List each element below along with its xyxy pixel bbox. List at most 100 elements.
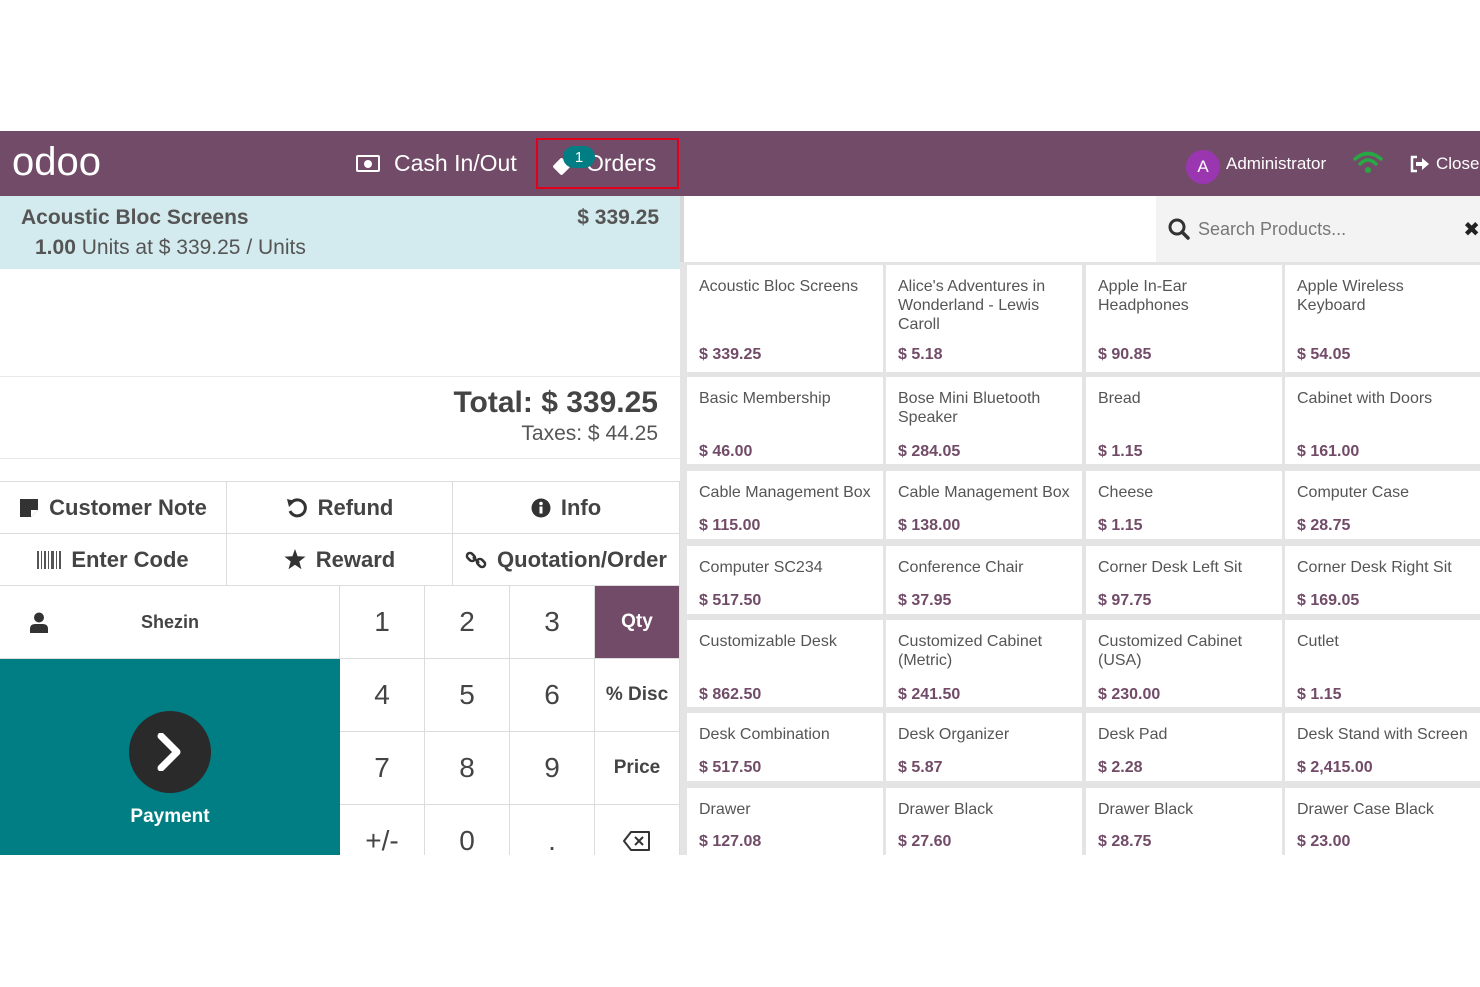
product-card[interactable]: Desk Organizer $ 5.87	[886, 713, 1082, 781]
numpad-key-7[interactable]: 7	[340, 732, 425, 805]
product-card[interactable]: Desk Combination $ 517.50	[687, 713, 883, 781]
product-card[interactable]: Drawer Case Black $ 23.00	[1285, 788, 1480, 855]
refund-label: Refund	[317, 494, 394, 520]
clear-search-icon[interactable]: ✖	[1463, 219, 1480, 241]
product-card[interactable]: Cheese $ 1.15	[1086, 471, 1282, 539]
payment-circle	[129, 711, 211, 793]
product-name: Apple Wireless Keyboard	[1297, 278, 1404, 314]
product-card[interactable]: Customized Cabinet (USA) $ 230.00	[1086, 620, 1282, 707]
customer-note-button[interactable]: Customer Note	[0, 482, 227, 534]
refund-button[interactable]: Refund	[227, 482, 453, 534]
order-total: Total: $ 339.25	[453, 386, 658, 419]
product-card[interactable]: Desk Pad $ 2.28	[1086, 713, 1282, 781]
user-menu[interactable]: A Administrator	[1186, 131, 1326, 196]
payment-button[interactable]: Payment	[0, 659, 340, 855]
info-label: Info	[560, 494, 602, 520]
product-price: $ 1.15	[1297, 686, 1342, 703]
chevron-right-icon	[157, 733, 181, 771]
product-price: $ 230.00	[1098, 686, 1161, 703]
product-name: Bose Mini Bluetooth Speaker	[898, 390, 1041, 426]
product-price: $ 5.87	[898, 759, 943, 776]
numpad: 1 2 3 Qty 4 5 6 % Disc 7 8 9 Price +/- 0…	[340, 586, 680, 855]
product-card[interactable]: Corner Desk Right Sit $ 169.05	[1285, 546, 1480, 614]
quotation-order-button[interactable]: Quotation/Order	[453, 534, 680, 586]
product-card[interactable]: Bose Mini Bluetooth Speaker $ 284.05	[886, 377, 1082, 464]
product-card[interactable]: Computer Case $ 28.75	[1285, 471, 1480, 539]
product-card[interactable]: Cutlet $ 1.15	[1285, 620, 1480, 707]
sign-out-icon	[1410, 155, 1429, 172]
product-card[interactable]: Customizable Desk $ 862.50	[687, 620, 883, 707]
numpad-key-1[interactable]: 1	[340, 586, 425, 659]
product-card[interactable]: Alice's Adventures in Wonderland - Lewis…	[886, 265, 1082, 372]
order-line[interactable]: Acoustic Bloc Screens $ 339.25 1.00 Unit…	[0, 196, 680, 269]
product-card[interactable]: Drawer Black $ 27.60	[886, 788, 1082, 855]
product-card[interactable]: Computer SC234 $ 517.50	[687, 546, 883, 614]
numpad-key-8[interactable]: 8	[425, 732, 510, 805]
money-icon	[356, 155, 380, 172]
backspace-icon	[623, 831, 650, 851]
product-name: Desk Pad	[1098, 726, 1168, 743]
product-name: Drawer Case Black	[1297, 801, 1434, 818]
product-name: Bread	[1098, 390, 1141, 407]
sticky-note-icon	[19, 498, 39, 518]
product-card[interactable]: Conference Chair $ 37.95	[886, 546, 1082, 614]
product-card[interactable]: Bread $ 1.15	[1086, 377, 1282, 464]
odoo-logo: odoo	[12, 143, 101, 183]
product-name: Customized Cabinet (USA)	[1098, 633, 1243, 669]
product-price: $ 161.00	[1297, 443, 1360, 460]
numpad-mode-qty[interactable]: Qty	[595, 586, 680, 659]
numpad-key-0[interactable]: 0	[425, 805, 510, 855]
enter-code-button[interactable]: Enter Code	[0, 534, 227, 586]
product-card[interactable]: Cabinet with Doors $ 161.00	[1285, 377, 1480, 464]
product-card[interactable]: Drawer $ 127.08	[687, 788, 883, 855]
product-name: Customizable Desk	[699, 633, 837, 650]
numpad-key-decimal[interactable]: .	[510, 805, 595, 855]
order-line-product: Acoustic Bloc Screens	[21, 206, 249, 229]
numpad-key-9[interactable]: 9	[510, 732, 595, 805]
product-price: $ 517.50	[699, 592, 762, 609]
order-pane: Acoustic Bloc Screens $ 339.25 1.00 Unit…	[0, 196, 680, 855]
product-card[interactable]: Apple In-Ear Headphones $ 90.85	[1086, 265, 1282, 372]
customer-button[interactable]: Shezin	[0, 586, 340, 659]
product-name: Computer Case	[1297, 484, 1410, 501]
product-name: Cable Management Box	[699, 484, 871, 501]
user-avatar: A	[1186, 149, 1220, 184]
product-price: $ 127.08	[699, 833, 762, 850]
reward-button[interactable]: Reward	[227, 534, 453, 586]
numpad-key-2[interactable]: 2	[425, 586, 510, 659]
cash-in-out-button[interactable]: Cash In/Out	[356, 131, 517, 196]
control-buttons: Customer Note Refund Info Enter Code Rew…	[0, 481, 680, 586]
numpad-key-4[interactable]: 4	[340, 659, 425, 732]
numpad-key-3[interactable]: 3	[510, 586, 595, 659]
barcode-icon	[37, 550, 62, 569]
product-card[interactable]: Apple Wireless Keyboard $ 54.05	[1285, 265, 1480, 372]
product-card[interactable]: Drawer Black $ 28.75	[1086, 788, 1282, 855]
wifi-icon[interactable]	[1353, 151, 1383, 175]
payment-label: Payment	[130, 806, 210, 827]
numpad-key-6[interactable]: 6	[510, 659, 595, 732]
order-line-unit-info: Units at $ 339.25 / Units	[81, 236, 306, 259]
close-session-button[interactable]: Close	[1409, 131, 1479, 196]
product-card[interactable]: Corner Desk Left Sit $ 97.75	[1086, 546, 1282, 614]
product-card[interactable]: Desk Stand with Screen $ 2,415.00	[1285, 713, 1480, 781]
product-name: Acoustic Bloc Screens	[699, 278, 859, 295]
numpad-key-5[interactable]: 5	[425, 659, 510, 732]
product-card[interactable]: Basic Membership $ 46.00	[687, 377, 883, 464]
product-price: $ 28.75	[1098, 833, 1152, 850]
numpad-mode-price[interactable]: Price	[595, 732, 680, 805]
product-card[interactable]: Customized Cabinet (Metric) $ 241.50	[886, 620, 1082, 707]
undo-icon	[286, 497, 308, 518]
product-card[interactable]: Cable Management Box $ 138.00	[886, 471, 1082, 539]
numpad-key-plus-minus[interactable]: +/-	[340, 805, 425, 855]
product-price: $ 54.05	[1297, 346, 1351, 363]
product-card[interactable]: Cable Management Box $ 115.00	[687, 471, 883, 539]
star-icon	[284, 549, 306, 570]
info-button[interactable]: Info	[453, 482, 680, 534]
orders-button[interactable]: 1 Orders	[536, 138, 679, 189]
product-search-input[interactable]: Search Products... ✖	[1156, 196, 1480, 262]
numpad-mode-discount[interactable]: % Disc	[595, 659, 680, 732]
product-name: Desk Organizer	[898, 726, 1010, 743]
numpad-backspace[interactable]	[595, 805, 680, 855]
orders-count-badge: 1	[563, 146, 595, 168]
product-card[interactable]: Acoustic Bloc Screens $ 339.25	[687, 265, 883, 372]
